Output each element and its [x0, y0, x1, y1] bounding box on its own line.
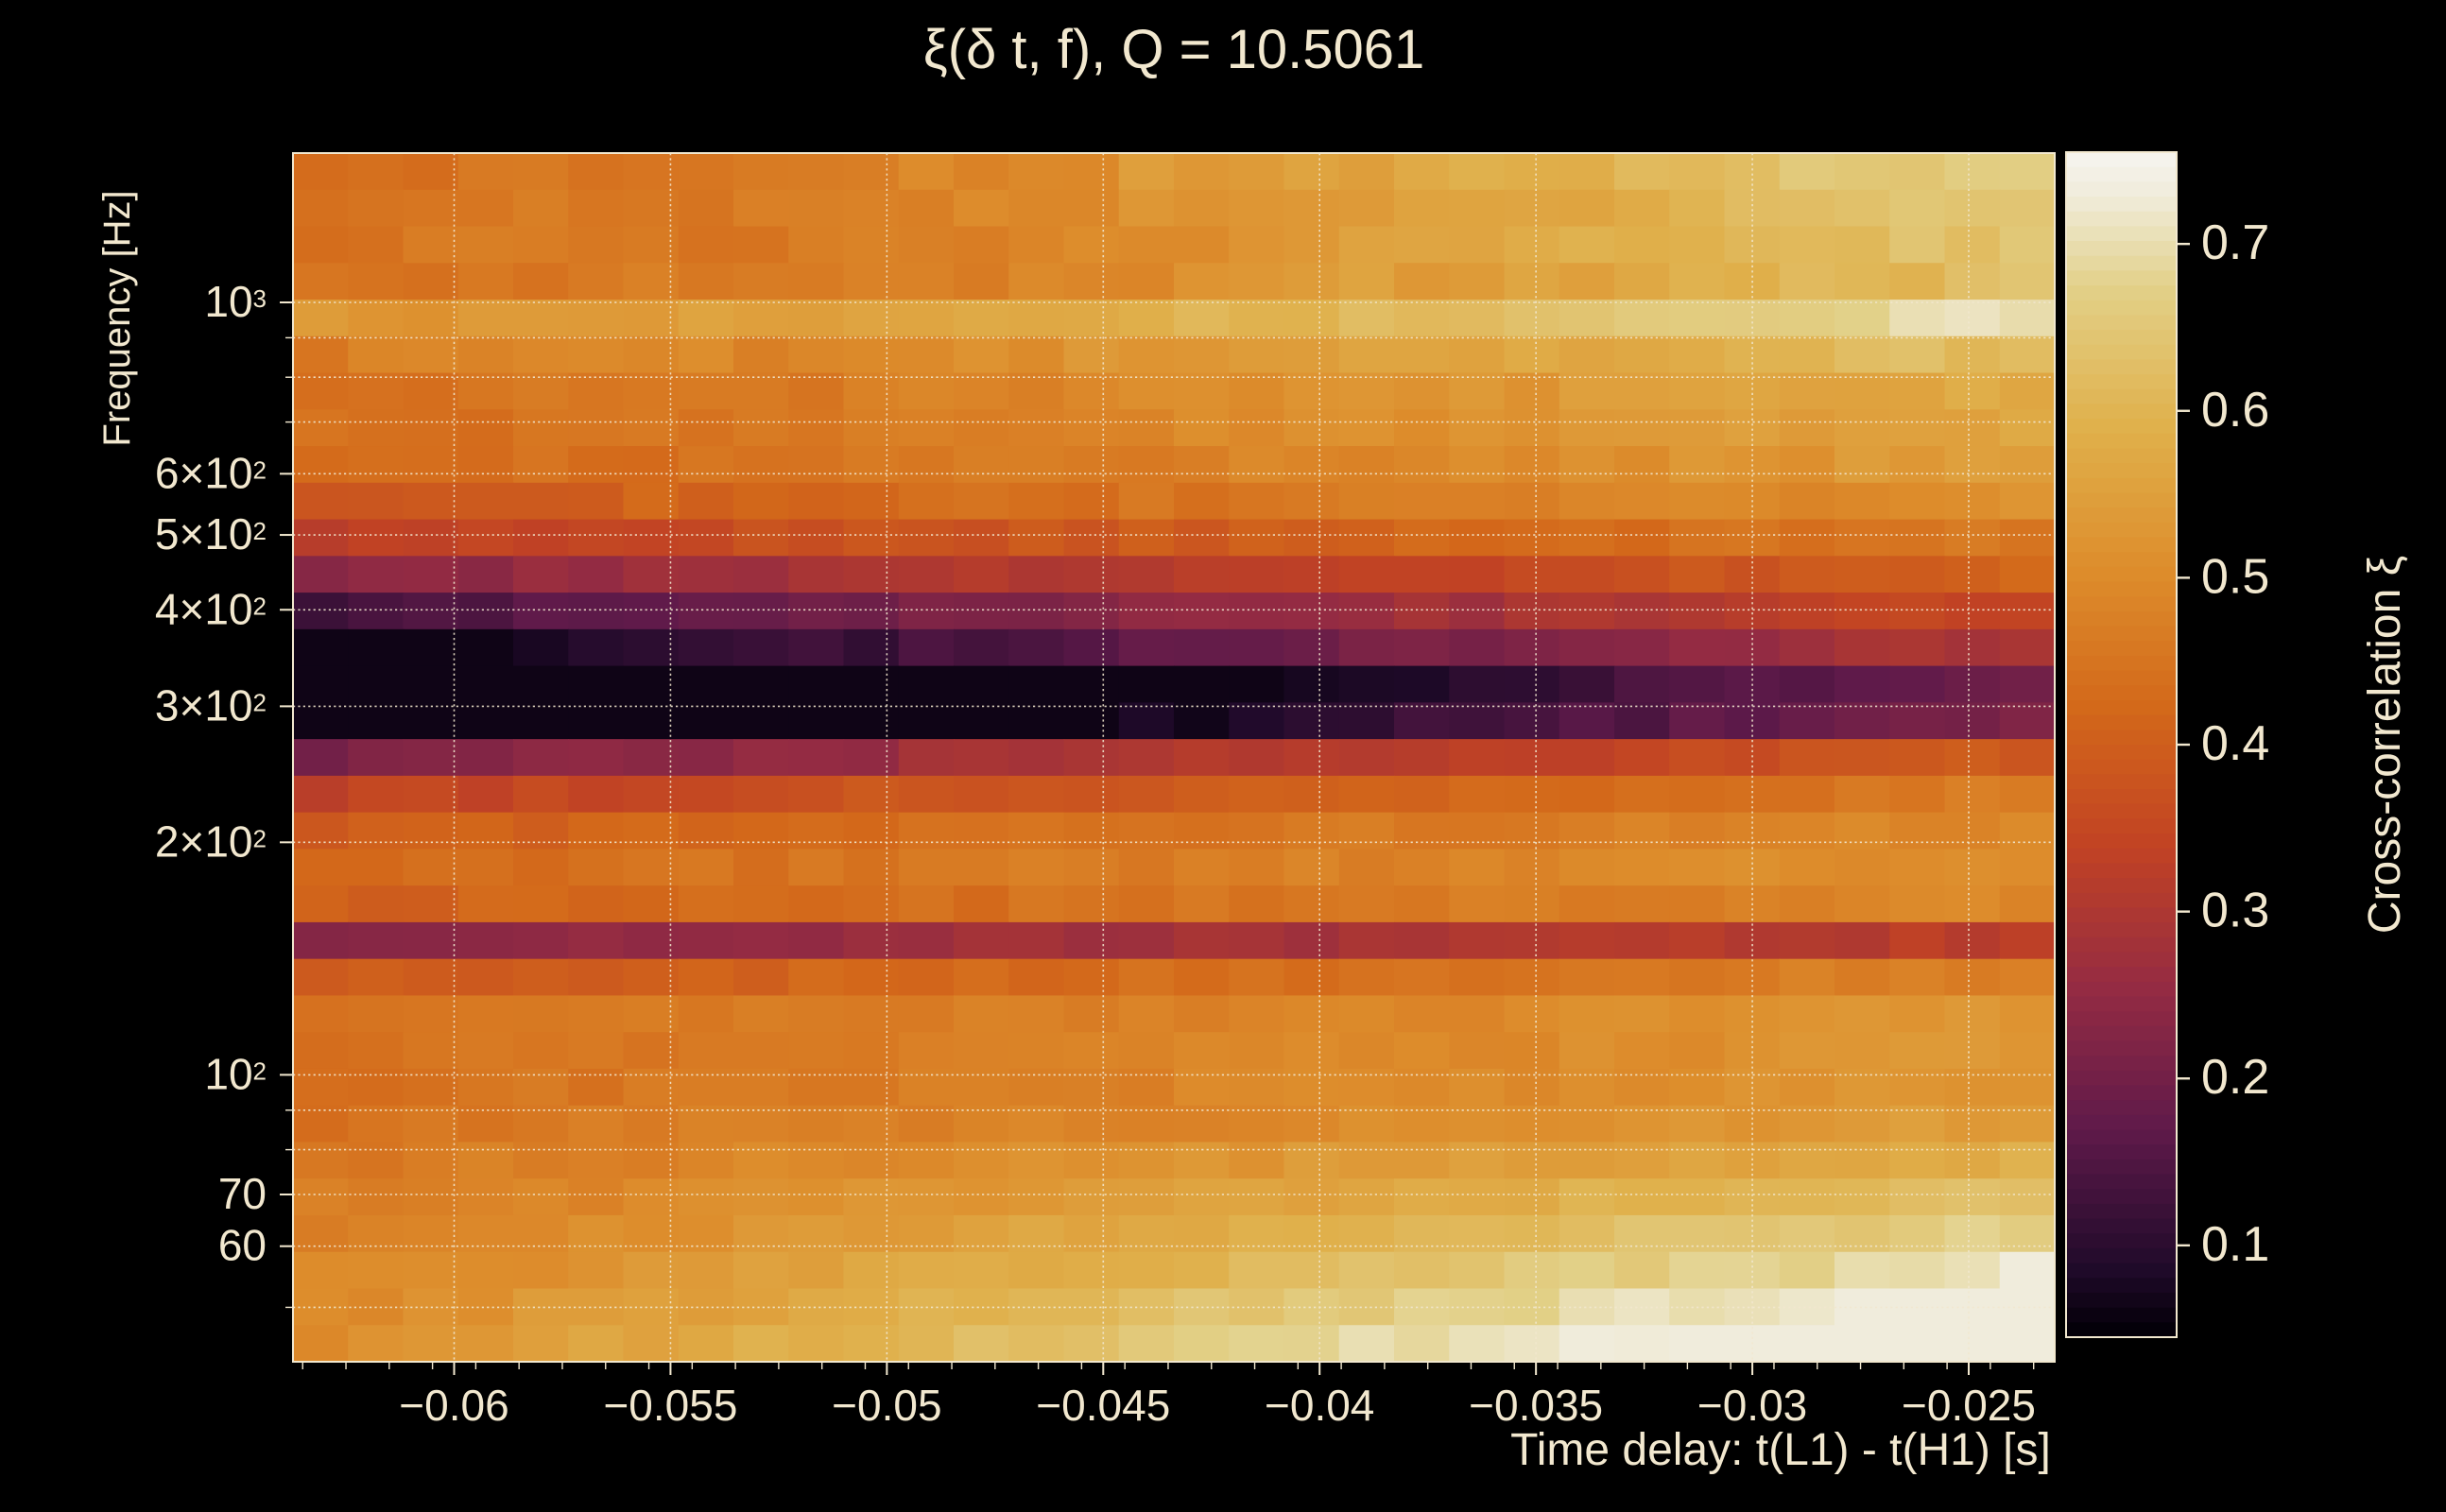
svg-text:2×102: 2×102 — [155, 816, 267, 866]
svg-text:−0.05: −0.05 — [832, 1381, 941, 1430]
svg-text:0.1: 0.1 — [2201, 1217, 2269, 1272]
svg-text:−0.025: −0.025 — [1902, 1381, 2036, 1430]
svg-text:0.5: 0.5 — [2201, 549, 2269, 604]
svg-text:Time delay: t(L1) - t(H1) [s]: Time delay: t(L1) - t(H1) [s] — [1510, 1425, 2051, 1475]
svg-text:Cross-correlation ξ: Cross-correlation ξ — [2360, 556, 2410, 934]
svg-text:0.4: 0.4 — [2201, 716, 2269, 771]
svg-text:ξ(δ t, f), Q = 10.5061: ξ(δ t, f), Q = 10.5061 — [923, 19, 1425, 80]
svg-text:0.6: 0.6 — [2201, 383, 2269, 438]
svg-text:60: 60 — [218, 1221, 267, 1270]
svg-text:0.3: 0.3 — [2201, 884, 2269, 938]
svg-text:−0.04: −0.04 — [1265, 1381, 1374, 1430]
svg-text:3×102: 3×102 — [155, 680, 267, 730]
svg-text:Frequency [Hz]: Frequency [Hz] — [96, 190, 138, 446]
svg-text:70: 70 — [218, 1169, 267, 1218]
svg-text:6×102: 6×102 — [155, 448, 267, 497]
svg-text:0.7: 0.7 — [2201, 215, 2269, 270]
svg-text:0.2: 0.2 — [2201, 1050, 2269, 1105]
svg-text:−0.035: −0.035 — [1469, 1381, 1603, 1430]
svg-text:−0.03: −0.03 — [1697, 1381, 1807, 1430]
svg-text:5×102: 5×102 — [155, 509, 267, 558]
svg-text:4×102: 4×102 — [155, 584, 267, 633]
svg-text:−0.06: −0.06 — [399, 1381, 508, 1430]
svg-text:−0.045: −0.045 — [1036, 1381, 1170, 1430]
svg-text:−0.055: −0.055 — [603, 1381, 737, 1430]
